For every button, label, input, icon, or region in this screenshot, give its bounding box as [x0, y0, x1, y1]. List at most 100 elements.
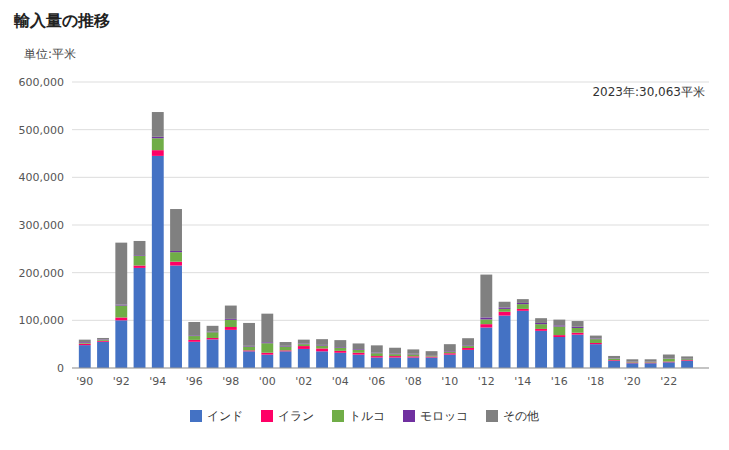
bar [334, 348, 346, 351]
bar [280, 351, 292, 368]
bar [389, 358, 401, 368]
bar [608, 356, 620, 358]
legend-item: モロッコ [403, 409, 468, 423]
grid-line [72, 320, 709, 321]
bar [462, 348, 474, 350]
y-tick-label: 300,000 [19, 219, 65, 232]
bar [553, 335, 565, 337]
x-tick-label: '18 [587, 375, 604, 388]
bar [535, 329, 547, 331]
bar [79, 345, 91, 368]
bar [353, 343, 365, 349]
bar [298, 349, 310, 368]
bar [134, 266, 146, 268]
bar [444, 353, 456, 354]
bar [188, 336, 200, 340]
bar [115, 243, 127, 305]
series [79, 138, 693, 362]
bars [79, 112, 693, 368]
grid-line [72, 177, 709, 178]
bar [663, 359, 675, 362]
bar [663, 355, 675, 359]
y-tick-label: 500,000 [19, 124, 65, 137]
bar [517, 304, 529, 309]
y-tick-label: 0 [57, 362, 64, 375]
bar [298, 340, 310, 344]
x-tick-label: '16 [551, 375, 568, 388]
bar [681, 361, 693, 368]
legend-swatch [486, 410, 498, 422]
bar [207, 339, 219, 368]
bar [79, 344, 91, 345]
series [79, 112, 693, 361]
bar [462, 338, 474, 345]
bar [353, 353, 365, 355]
legend-item: その他 [486, 409, 539, 423]
bar [188, 342, 200, 368]
bar [517, 311, 529, 368]
bar [645, 362, 657, 364]
bar [134, 268, 146, 368]
bar [280, 347, 292, 351]
bar [115, 320, 127, 368]
subtitle: 単位:平米 [24, 47, 76, 61]
x-tick-label: '92 [113, 375, 130, 388]
bar [316, 351, 328, 368]
bar [572, 335, 584, 368]
bar [535, 323, 547, 324]
bar [681, 359, 693, 361]
legend-label: トルコ [349, 409, 385, 423]
bar [207, 332, 219, 338]
bar [645, 361, 657, 363]
bar [152, 138, 164, 150]
legend-swatch [190, 410, 202, 422]
bar [590, 339, 602, 343]
bar [608, 361, 620, 368]
bar [243, 347, 255, 351]
bar [170, 251, 182, 252]
bar [553, 327, 565, 336]
y-tick-label: 400,000 [19, 171, 65, 184]
bar [553, 325, 565, 326]
annotation: 2023年:30,063平米 [592, 85, 705, 99]
bar [334, 353, 346, 368]
bar [407, 358, 419, 368]
grid-line [72, 82, 709, 83]
bar [407, 354, 419, 356]
bar [499, 316, 511, 368]
bar [462, 346, 474, 348]
x-tick-label: '20 [624, 375, 641, 388]
bar [426, 355, 438, 356]
bar [480, 327, 492, 368]
bar [572, 327, 584, 328]
bar [170, 252, 182, 262]
bar [353, 355, 365, 368]
y-tick-label: 200,000 [19, 267, 65, 280]
bar [626, 361, 638, 363]
bar [152, 112, 164, 137]
bar [371, 353, 383, 356]
bar [389, 348, 401, 354]
x-tick-label: '08 [405, 375, 422, 388]
bar [334, 340, 346, 347]
bar [444, 352, 456, 353]
bar [79, 342, 91, 344]
bar [152, 137, 164, 138]
series [79, 150, 693, 363]
bar [572, 328, 584, 333]
bar [298, 344, 310, 346]
legend-label: インド [207, 409, 243, 423]
legend-label: その他 [503, 409, 539, 423]
bar [626, 359, 638, 361]
bar [207, 326, 219, 332]
bar [188, 322, 200, 335]
bar [663, 362, 675, 368]
bar [480, 275, 492, 318]
bar [608, 359, 620, 360]
bar [225, 320, 237, 327]
bar [499, 309, 511, 312]
bar [280, 342, 292, 346]
bar [371, 358, 383, 368]
bar [572, 333, 584, 335]
bar [517, 299, 529, 303]
